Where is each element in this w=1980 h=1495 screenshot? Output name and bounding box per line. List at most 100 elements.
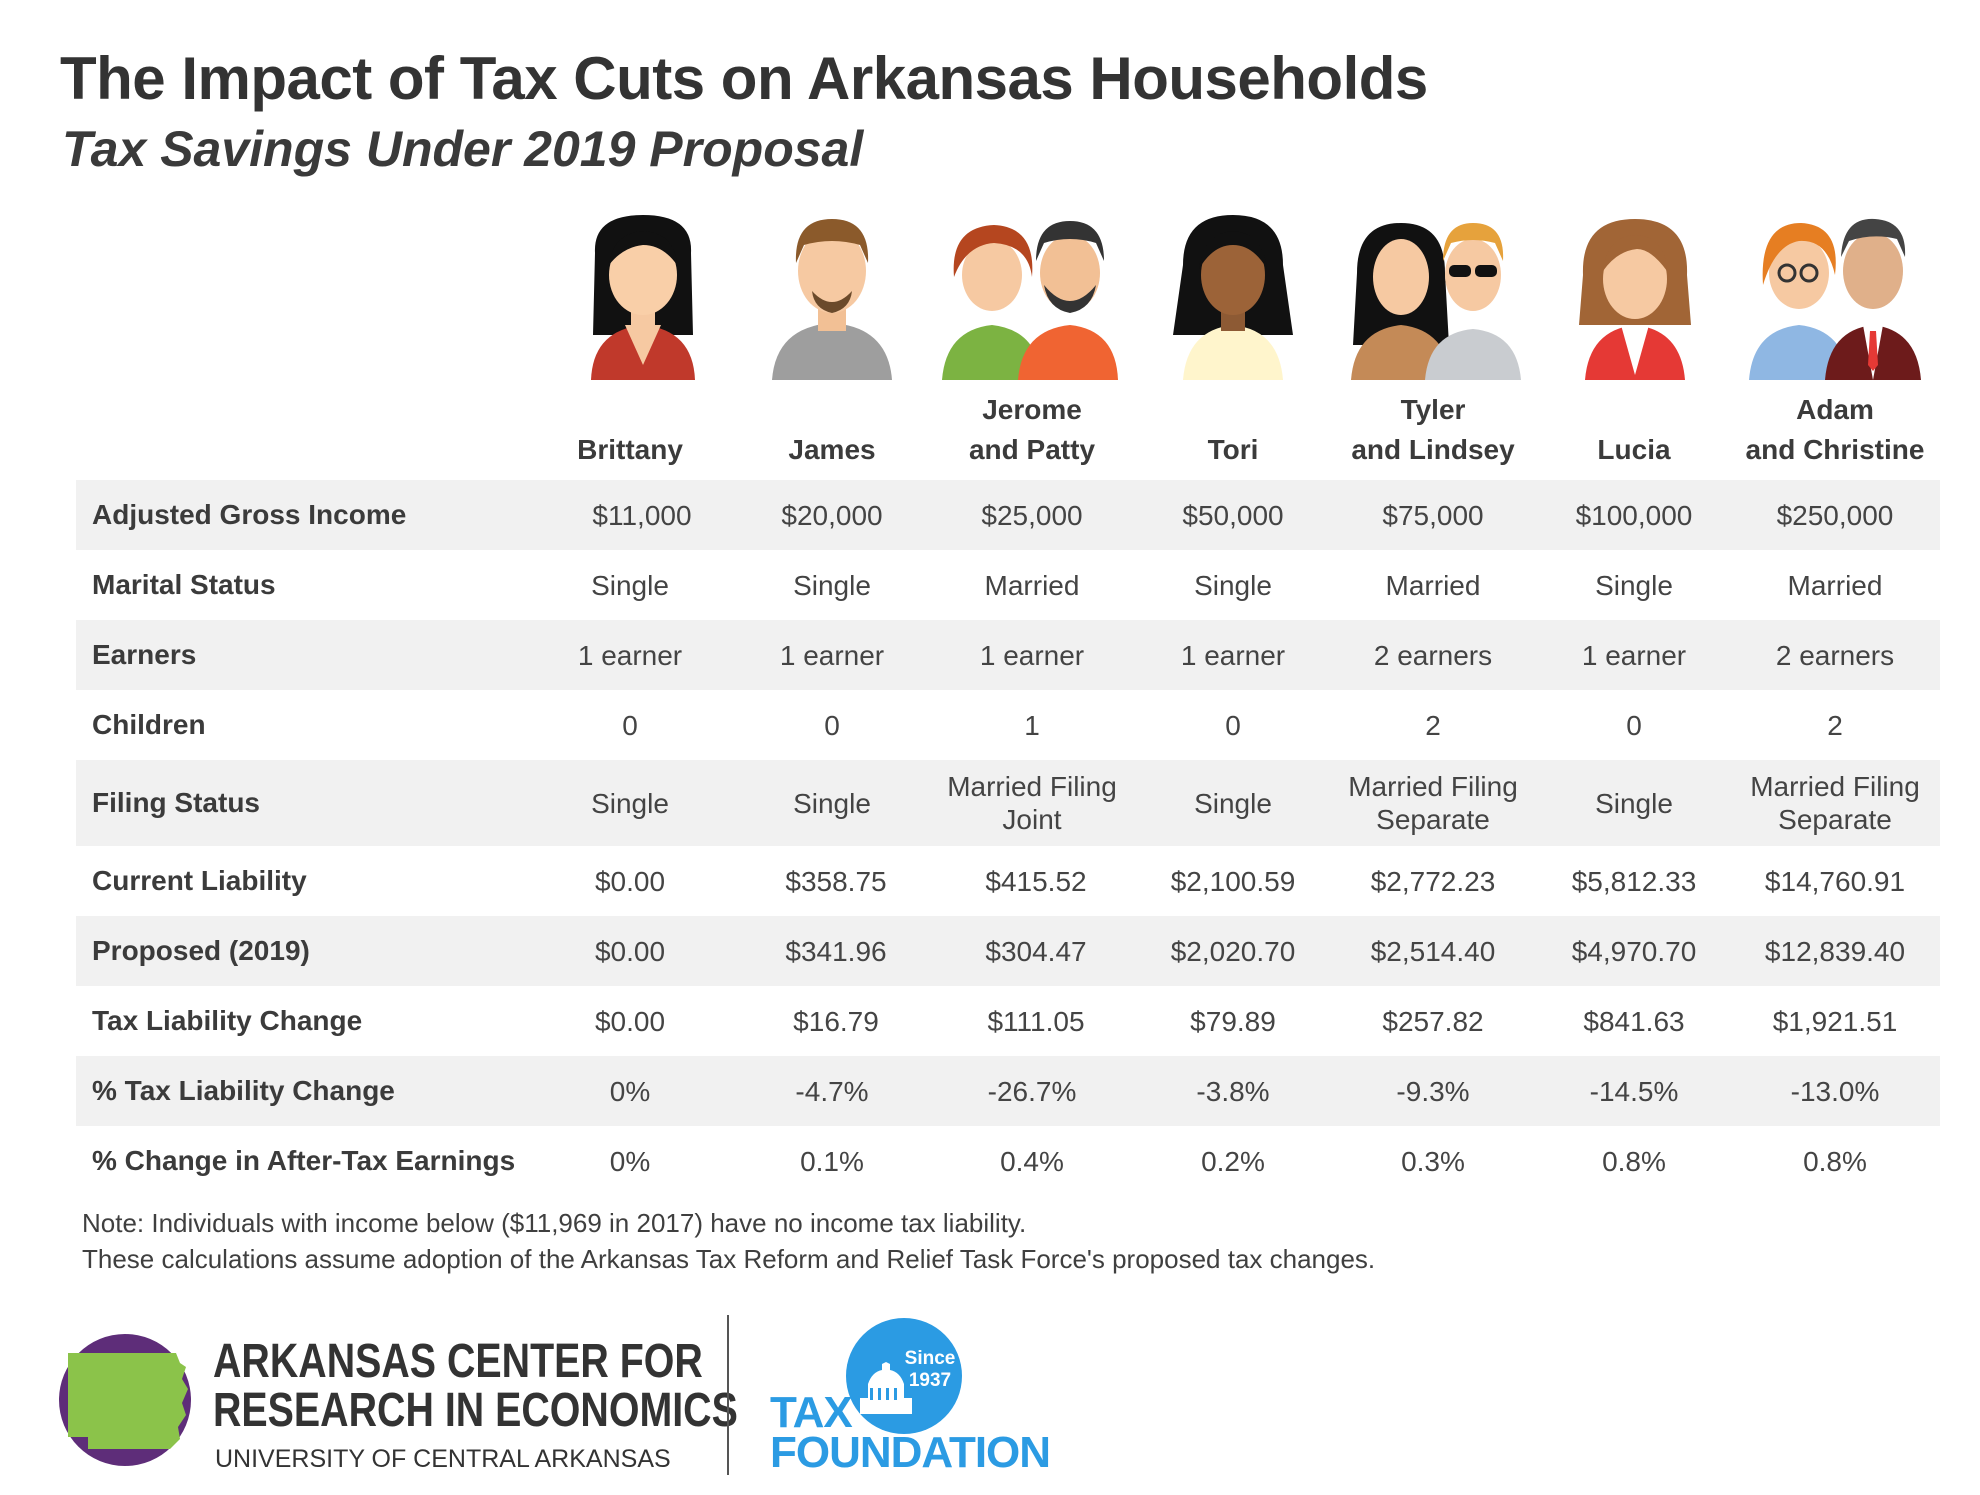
table-cell: $841.63	[1583, 1005, 1685, 1037]
row-label: Proposed (2019)	[92, 935, 310, 966]
row-label: Adjusted Gross Income	[92, 499, 407, 530]
row-label: Marital Status	[92, 569, 276, 600]
table-cell: 1 earner	[1581, 639, 1687, 671]
column-header-tori: Tori	[1207, 434, 1259, 465]
table-cell: 2 earners	[1775, 639, 1895, 671]
table-cell: 0%	[609, 1145, 651, 1177]
table-cell: $12,839.40	[1764, 935, 1906, 967]
table-cell: $4,970.70	[1571, 935, 1697, 967]
table-cell: -13.0%	[1790, 1075, 1880, 1107]
table-cell: $0.00	[594, 935, 666, 967]
table-cell: Married Filing Separate	[1348, 771, 1518, 835]
table-row-current-liability: Current Liability $0.00 $358.75 $415.52 …	[76, 846, 1940, 916]
avatar-row	[0, 205, 1980, 385]
table-row-tax-liability-change: Tax Liability Change $0.00 $16.79 $111.0…	[76, 986, 1940, 1056]
table-cell: 2	[1425, 709, 1441, 741]
avatar-james-icon	[742, 205, 922, 385]
row-label: Current Liability	[92, 865, 307, 896]
row-label: % Change in After-Tax Earnings	[92, 1145, 516, 1176]
acre-logo-line3: UNIVERSITY OF CENTRAL ARKANSAS	[215, 1445, 671, 1473]
table-cell: 1 earner	[1180, 639, 1286, 671]
table-cell: 0	[1626, 709, 1642, 741]
avatar-tori-icon	[1143, 205, 1323, 385]
table-cell: Married	[1385, 569, 1481, 601]
column-header-lucia: Lucia	[1597, 434, 1671, 465]
table-row-adjusted-gross-income: Adjusted Gross Income $11,000 $20,000 $2…	[76, 480, 1940, 550]
table-row-children: Children 0 0 1 0 2 0 2	[76, 690, 1940, 760]
row-label: Tax Liability Change	[92, 1005, 363, 1036]
table-cell: -9.3%	[1396, 1075, 1470, 1107]
table-row-pct-change-after-tax-earnings: % Change in After-Tax Earnings 0% 0.1% 0…	[76, 1126, 1940, 1196]
avatar-lucia-icon	[1545, 205, 1725, 385]
table-cell: 0.2%	[1201, 1145, 1265, 1177]
table-cell: $2,100.59	[1170, 865, 1296, 897]
table-cell: $1,921.51	[1772, 1005, 1898, 1037]
data-table: Adjusted Gross Income $11,000 $20,000 $2…	[76, 480, 1940, 1196]
table-cell: $79.89	[1190, 1005, 1276, 1037]
table-cell: $358.75	[785, 865, 887, 897]
table-cell: $111.05	[987, 1005, 1085, 1037]
table-cell: Single	[1194, 787, 1272, 819]
page-title: The Impact of Tax Cuts on Arkansas House…	[60, 45, 1428, 112]
table-cell: 1 earner	[979, 639, 1085, 671]
table-cell: 0%	[609, 1075, 651, 1107]
table-cell: $415.52	[985, 865, 1087, 897]
table-cell: Single	[1595, 787, 1673, 819]
acre-logo-line1: ARKANSAS CENTER FOR	[213, 1335, 703, 1388]
table-cell: $2,020.70	[1170, 935, 1296, 967]
table-cell: 0	[622, 709, 638, 741]
table-cell: 0	[1225, 709, 1241, 741]
table-cell: Single	[591, 569, 669, 601]
table-cell: $0.00	[594, 865, 666, 897]
table-cell: 1 earner	[779, 639, 885, 671]
avatar-jerome-patty-icon	[940, 205, 1120, 385]
footnote: Note: Individuals with income below ($11…	[82, 1208, 1027, 1238]
tf-year-label: 1937	[909, 1370, 951, 1391]
column-header-brittany: Brittany	[577, 434, 683, 465]
table-cell: 1 earner	[577, 639, 683, 671]
row-label: Children	[92, 709, 206, 740]
column-headers: Brittany James Jerome and Patty Tori Tyl…	[0, 390, 1980, 470]
table-cell: $100,000	[1575, 499, 1693, 531]
table-cell: -4.7%	[795, 1075, 869, 1107]
row-label: Earners	[92, 639, 197, 670]
table-cell: Single	[793, 787, 871, 819]
table-cell: Married Filing Separate	[1750, 771, 1920, 835]
table-row-filing-status: Filing Status Single Single Married Fili…	[76, 760, 1940, 846]
arkansas-state-logo-icon	[58, 1333, 193, 1468]
table-cell: $257.82	[1382, 1005, 1484, 1037]
tf-since-label: Since	[905, 1348, 956, 1369]
footnote: These calculations assume adoption of th…	[82, 1244, 1376, 1274]
column-header-jerome-patty: Jerome and Patty	[968, 394, 1096, 465]
table-cell: $14,760.91	[1764, 865, 1906, 897]
table-cell: 0.8%	[1602, 1145, 1666, 1177]
table-cell: $20,000	[781, 499, 883, 531]
table-cell: 0	[824, 709, 840, 741]
table-cell: Single	[1194, 569, 1272, 601]
table-cell: 0.4%	[1000, 1145, 1064, 1177]
table-cell: 2	[1827, 709, 1843, 741]
row-label: Filing Status	[92, 787, 260, 818]
row-label: % Tax Liability Change	[92, 1075, 395, 1106]
table-cell: 0.8%	[1803, 1145, 1867, 1177]
capitol-dome-icon: Since 1937	[846, 1318, 963, 1435]
avatar-adam-christine-icon	[1745, 205, 1925, 385]
table-cell: $11,000	[592, 499, 692, 531]
table-cell: $50,000	[1182, 499, 1284, 531]
table-cell: 0.1%	[800, 1145, 864, 1177]
column-header-tyler-lindsey: Tyler and Lindsey	[1351, 394, 1515, 465]
table-row-pct-tax-liability-change: % Tax Liability Change 0% -4.7% -26.7% -…	[76, 1056, 1940, 1126]
acre-logo-line2: RESEARCH IN ECONOMICS	[213, 1384, 738, 1437]
table-cell: 1	[1024, 709, 1040, 741]
table-cell: $250,000	[1776, 499, 1894, 531]
table-cell: $0.00	[594, 1005, 666, 1037]
avatar-brittany-icon	[553, 205, 733, 385]
column-header-adam-christine: Adam and Christine	[1745, 394, 1925, 465]
table-cell: $16.79	[793, 1005, 879, 1037]
table-cell: -26.7%	[987, 1075, 1077, 1107]
column-header-james: James	[788, 434, 876, 465]
table-cell: $5,812.33	[1571, 865, 1697, 897]
table-row-marital-status: Marital Status Single Single Married Sin…	[76, 550, 1940, 620]
table-cell: 2 earners	[1373, 639, 1493, 671]
table-cell: Married	[984, 569, 1080, 601]
